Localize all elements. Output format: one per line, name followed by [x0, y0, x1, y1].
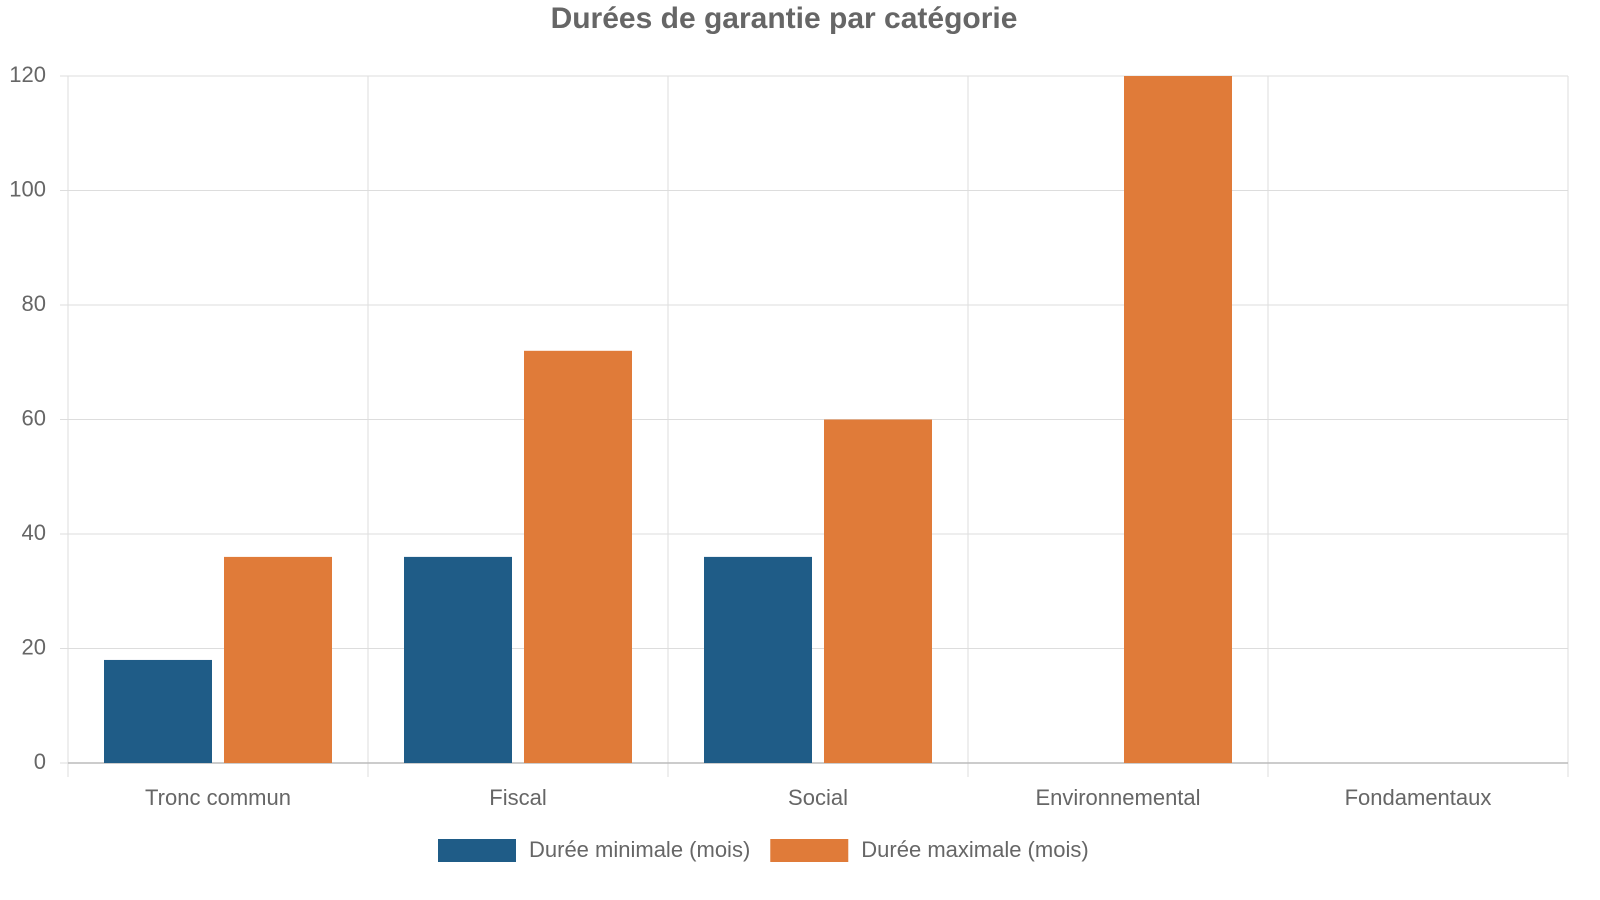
y-tick-label: 100: [9, 176, 46, 201]
x-tick-label: Social: [788, 785, 848, 810]
y-tick-label: 40: [22, 520, 46, 545]
bar: [704, 556, 812, 763]
y-tick-label: 20: [22, 634, 46, 659]
chart-title: Durées de garantie par catégorie: [551, 2, 1018, 35]
x-tick-label: Fiscal: [489, 785, 546, 810]
bar: [524, 350, 632, 763]
bar: [1124, 76, 1232, 763]
legend-swatch: [438, 839, 516, 862]
y-tick-label: 80: [22, 291, 46, 316]
bar: [404, 556, 512, 763]
x-tick-label: Environnemental: [1035, 785, 1200, 810]
legend-swatch: [770, 839, 849, 862]
x-tick-label: Fondamentaux: [1345, 785, 1492, 810]
bar: [224, 556, 332, 763]
bar: [824, 419, 932, 763]
y-tick-label: 60: [22, 405, 46, 430]
legend-label: Durée minimale (mois): [529, 837, 750, 862]
legend-label: Durée maximale (mois): [861, 837, 1088, 862]
y-tick-label: 120: [9, 62, 46, 87]
x-tick-label: Tronc commun: [145, 785, 291, 810]
bar: [104, 659, 212, 763]
y-tick-label: 0: [34, 749, 46, 774]
